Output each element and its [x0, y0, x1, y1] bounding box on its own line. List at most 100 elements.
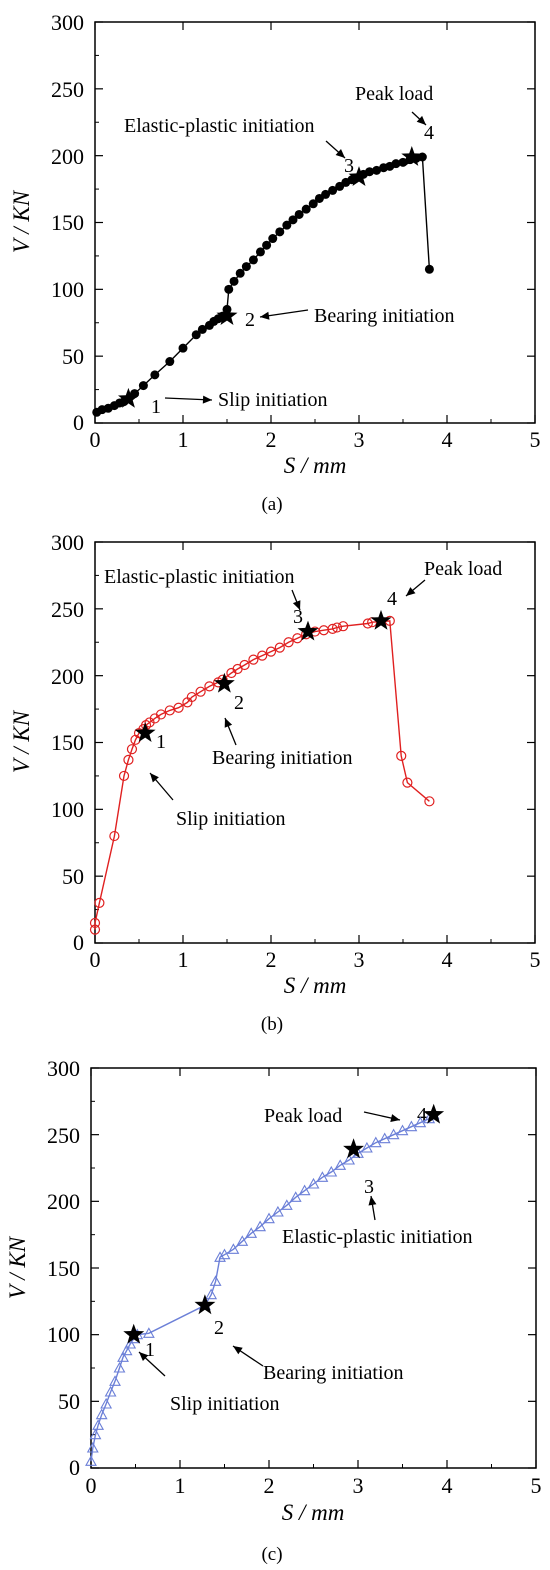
panel-c-keypoint-label-2: 2 — [214, 1317, 224, 1339]
panel-c-keypoint-label-1: 1 — [145, 1339, 155, 1361]
plot-b-point — [265, 646, 277, 657]
panel-a-xlabel: S / mm — [284, 453, 347, 478]
panel-b-xtick-3: 3 — [354, 947, 365, 972]
plot-c-point — [334, 1159, 347, 1170]
panel-b-xlabel: S / mm — [284, 973, 347, 998]
plot-c — [85, 1067, 537, 1469]
panel-c-ytick-50: 50 — [58, 1389, 80, 1414]
plot-b-point — [123, 754, 134, 765]
plot-c-point — [109, 1375, 121, 1386]
plot-b-point — [338, 621, 349, 632]
panel-a-ytick-50: 50 — [62, 344, 84, 369]
plot-b-point — [274, 642, 285, 653]
plot-b-point — [396, 750, 407, 761]
plot-c-point — [343, 1153, 356, 1165]
plot-c-point — [209, 1275, 222, 1286]
panel-a: 0 50 100 150 200 250 300 0 1 2 3 4 5 S /… — [9, 10, 541, 515]
plot-b-arrow-head — [406, 587, 416, 596]
plot-a-point — [235, 268, 245, 278]
plot-a-point — [282, 220, 292, 230]
plot-c-point — [100, 1397, 113, 1409]
panel-a-annotation-bearing: Bearing initiation — [314, 305, 455, 327]
plot-b-point — [424, 796, 435, 807]
panel-a-ytick-100: 100 — [51, 277, 84, 302]
panel-c-ytick-300: 300 — [47, 1056, 80, 1081]
plot-b-point — [331, 622, 343, 633]
plot-b-point — [362, 618, 373, 629]
panel-a-annotation-peak: Peak load — [355, 83, 433, 105]
panel-b-xtick-1: 1 — [178, 947, 189, 972]
plot-c-point — [280, 1199, 293, 1210]
panel-b-xtick-2: 2 — [266, 947, 277, 972]
plot-a-star-3 — [348, 166, 370, 186]
plot-a-point — [178, 343, 188, 353]
plot-c-point — [89, 1428, 102, 1440]
plot-c-point — [113, 1361, 126, 1373]
plot-a — [92, 21, 536, 424]
plot-a-star-2 — [216, 305, 238, 325]
plot-c-point — [85, 1455, 97, 1466]
plot-c-arrow-head — [390, 1114, 400, 1122]
plot-a-point — [150, 370, 160, 380]
plot-b-point — [173, 702, 184, 713]
plot-c-point — [254, 1220, 267, 1232]
plot-b — [89, 541, 536, 944]
plot-c-point — [316, 1171, 329, 1182]
panel-b-ytick-100: 100 — [51, 797, 84, 822]
panel-c-xtick-5: 5 — [531, 1473, 542, 1498]
panel-a-xtick-2: 2 — [266, 427, 277, 452]
plot-b-point — [204, 681, 215, 692]
panel-c-xtick-1: 1 — [175, 1473, 186, 1498]
plot-c-point — [205, 1288, 218, 1300]
plot-c-point — [307, 1177, 320, 1189]
plot-c-point — [117, 1351, 129, 1362]
plot-b-star-2 — [213, 672, 235, 693]
plot-a-point — [165, 357, 175, 367]
plot-a-star-4 — [401, 146, 423, 166]
panel-b-xtick-5: 5 — [530, 947, 541, 972]
plot-a-point — [372, 165, 382, 175]
panel-a-xtick-4: 4 — [442, 427, 453, 452]
panel-c-annotation-slip: Slip initiation — [170, 1393, 279, 1415]
panel-c-keypoint-label-4: 4 — [417, 1104, 427, 1126]
panel-c-xlabel: S / mm — [282, 1500, 345, 1525]
plot-c-point — [218, 1248, 231, 1260]
panel-c-xtick-4: 4 — [442, 1473, 453, 1498]
plot-b-star-4 — [370, 609, 392, 630]
plot-a-point — [398, 157, 408, 167]
plot-a-arrow-head — [335, 149, 345, 158]
panel-c-ylabel: V / KN — [5, 1235, 30, 1299]
plot-c-point — [289, 1191, 302, 1202]
plot-b-point — [118, 770, 130, 782]
plot-c-frame — [90, 1067, 537, 1469]
plot-b-arrow-head — [150, 773, 159, 783]
plot-b-star-3 — [297, 620, 319, 641]
plot-c-arrow-head — [368, 1196, 377, 1206]
panel-b-keypoint-label-1: 1 — [156, 731, 166, 753]
panel-b-xtick-4: 4 — [442, 947, 453, 972]
plot-c-point — [263, 1212, 275, 1224]
panel-a-xtick-3: 3 — [354, 427, 365, 452]
panel-c-ytick-150: 150 — [47, 1256, 80, 1281]
plot-a-arrow-head — [260, 311, 270, 320]
plot-a-point — [255, 247, 265, 257]
plot-b-point — [89, 924, 101, 935]
panel-c: 0 50 100 150 200 250 300 0 1 2 3 4 5 S /… — [5, 1056, 542, 1565]
plot-c-point — [104, 1385, 117, 1397]
plot-a-point — [301, 204, 311, 214]
plot-c-star-2 — [194, 1294, 216, 1315]
plot-a-point — [197, 324, 207, 334]
panel-b-ytick-0: 0 — [73, 930, 84, 955]
plot-c-point — [325, 1165, 338, 1177]
panel-c-xtick-0: 0 — [86, 1473, 97, 1498]
panel-c-xtick-3: 3 — [353, 1473, 364, 1498]
panel-a-keypoint-label-2: 2 — [245, 309, 255, 331]
panel-c-annotation-peak: Peak load — [264, 1105, 342, 1127]
plot-c-arrow-head — [139, 1352, 149, 1361]
plot-a-point — [424, 264, 434, 274]
panel-c-annotation-elastic: Elastic-plastic initiation — [282, 1226, 473, 1248]
plot-c-point — [236, 1235, 249, 1246]
panel-c-keypoint-label-3: 3 — [364, 1176, 374, 1198]
plot-c-point — [227, 1243, 240, 1254]
plot-a-point — [391, 159, 401, 169]
